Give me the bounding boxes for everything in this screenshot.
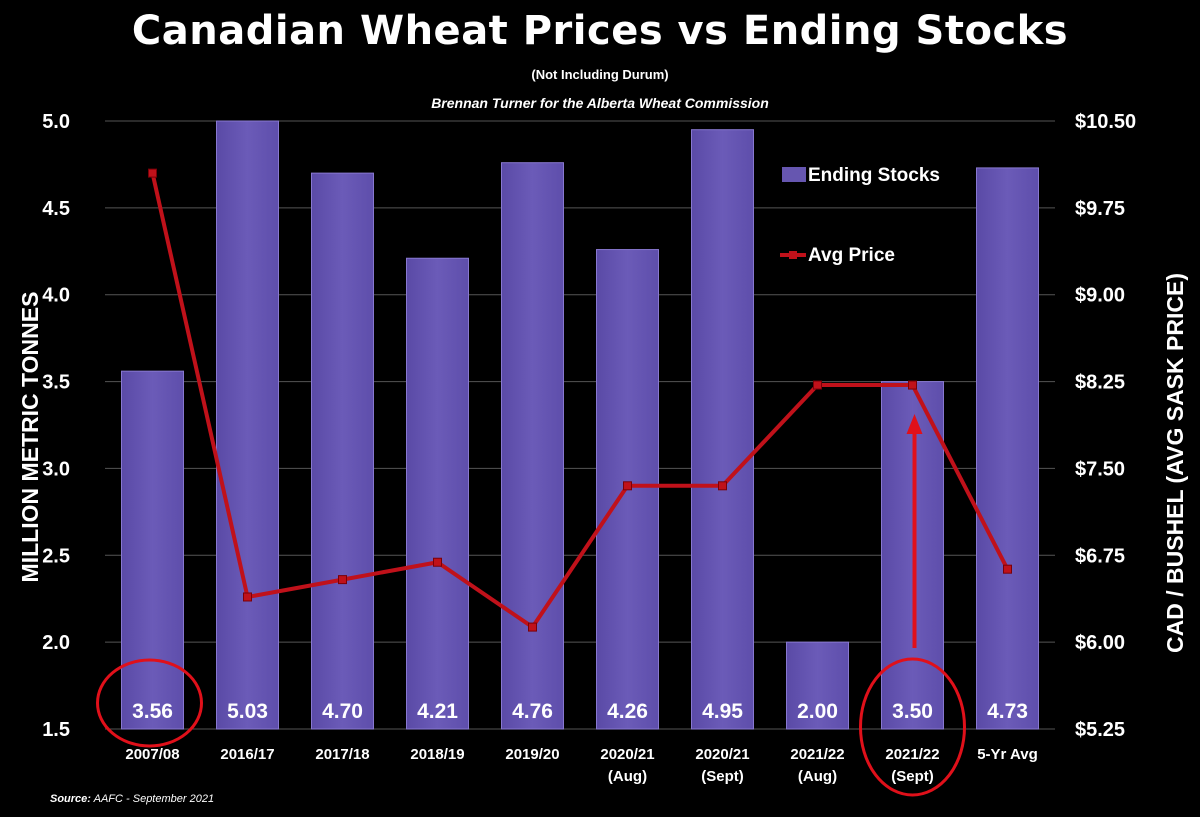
y-axis-title: MILLION METRIC TONNES: [17, 292, 43, 583]
source-text: AAFC - September 2021: [93, 793, 215, 805]
y-tick-label: 1.5: [42, 719, 70, 741]
chart-subtitle: (Not Including Durum): [531, 67, 669, 82]
y2-tick-label: $8.25: [1075, 372, 1125, 394]
bar: [311, 172, 374, 730]
y-tick-label: 2.5: [42, 545, 70, 567]
chart-title: Canadian Wheat Prices vs Ending Stocks: [131, 8, 1069, 54]
bar-value-label: 3.56: [132, 700, 173, 723]
bar-value-label: 4.76: [512, 700, 553, 723]
x-tick-label: 2021/22: [790, 746, 844, 763]
bar-value-label: 3.50: [892, 700, 933, 723]
y2-tick-label: $9.00: [1075, 285, 1125, 307]
x-tick-label: (Sept): [891, 768, 934, 785]
bar: [406, 257, 469, 730]
x-tick-label: 2021/22: [885, 746, 939, 763]
bar: [216, 120, 279, 730]
price-marker: [813, 380, 822, 390]
legend-swatch-stocks: [782, 167, 806, 182]
bar: [691, 129, 754, 730]
bar-value-label: 4.70: [322, 700, 363, 723]
source-note: Source: AAFC - September 2021: [50, 793, 214, 805]
price-marker: [623, 481, 632, 491]
y2-tick-label: $6.00: [1075, 632, 1125, 654]
x-tick-label: (Aug): [608, 768, 647, 785]
price-marker: [908, 380, 917, 390]
y-tick-label: 3.0: [42, 458, 70, 480]
y-tick-label: 2.0: [42, 632, 70, 654]
legend-marker-price: [789, 251, 797, 259]
y2-tick-label: $7.50: [1075, 458, 1125, 480]
price-marker: [338, 575, 347, 585]
highlight-circle: [859, 657, 966, 797]
source-label: Source:: [50, 793, 91, 805]
y-tick-label: 3.5: [42, 372, 70, 394]
x-tick-label: 5-Yr Avg: [977, 746, 1038, 763]
arrow-head: [906, 414, 923, 434]
y-tick-label: 4.0: [42, 285, 70, 307]
price-line: [150, 172, 1010, 630]
bar: [976, 167, 1039, 730]
price-marker: [528, 622, 537, 632]
price-marker: [148, 168, 157, 178]
x-tick-label: 2019/20: [505, 746, 559, 763]
bar: [121, 370, 184, 730]
y2-tick-label: $6.75: [1075, 545, 1125, 567]
x-tick-label: 2020/21: [695, 746, 749, 763]
price-marker: [718, 481, 727, 491]
y-tick-label: 5.0: [42, 111, 70, 133]
legend: Ending Stocks Avg Price: [780, 165, 940, 266]
price-marker: [243, 592, 252, 602]
y2-axis-title: CAD / BUSHEL (AVG SASK PRICE): [1162, 273, 1188, 653]
bar-value-label: 5.03: [227, 700, 268, 723]
x-tick-label: (Aug): [798, 768, 837, 785]
chart-credit: Brennan Turner for the Alberta Wheat Com…: [431, 95, 769, 111]
highlight-circle: [96, 658, 203, 748]
price-marker: [433, 557, 442, 567]
y2-tick-label: $5.25: [1075, 719, 1125, 741]
bar-value-label: 4.95: [702, 700, 743, 723]
line-series: [148, 168, 1012, 632]
price-marker: [1003, 564, 1012, 574]
bar-series: 3.56 5.03 4.70 4.21 4.76 4.26 4.95 2.00 3.50 4.73: [121, 120, 1039, 730]
x-tick-label: (Sept): [701, 768, 744, 785]
x-tick-label: 2020/21: [600, 746, 654, 763]
y-tick-label: 4.5: [42, 198, 70, 220]
axes: 1.5 2.0 2.5 3.0 3.5 4.0 4.5 5.0 $5.25 $6.00 $6.75 $…: [17, 111, 1188, 785]
x-tick-label: 2018/19: [410, 746, 464, 763]
bar: [501, 162, 564, 730]
bar-value-label: 2.00: [797, 700, 838, 723]
bar: [786, 641, 849, 730]
annotations: [96, 414, 966, 797]
bar-value-label: 4.73: [987, 700, 1028, 723]
y2-tick-label: $10.50: [1075, 111, 1136, 133]
bar-value-label: 4.21: [417, 700, 458, 723]
x-tick-label: 2017/18: [315, 746, 369, 763]
legend-label-price: Avg Price: [808, 245, 895, 266]
x-tick-label: 2007/08: [125, 746, 179, 763]
bar-value-label: 4.26: [607, 700, 648, 723]
x-tick-label: 2016/17: [220, 746, 274, 763]
y2-tick-label: $9.75: [1075, 198, 1125, 220]
legend-label-stocks: Ending Stocks: [808, 165, 940, 186]
